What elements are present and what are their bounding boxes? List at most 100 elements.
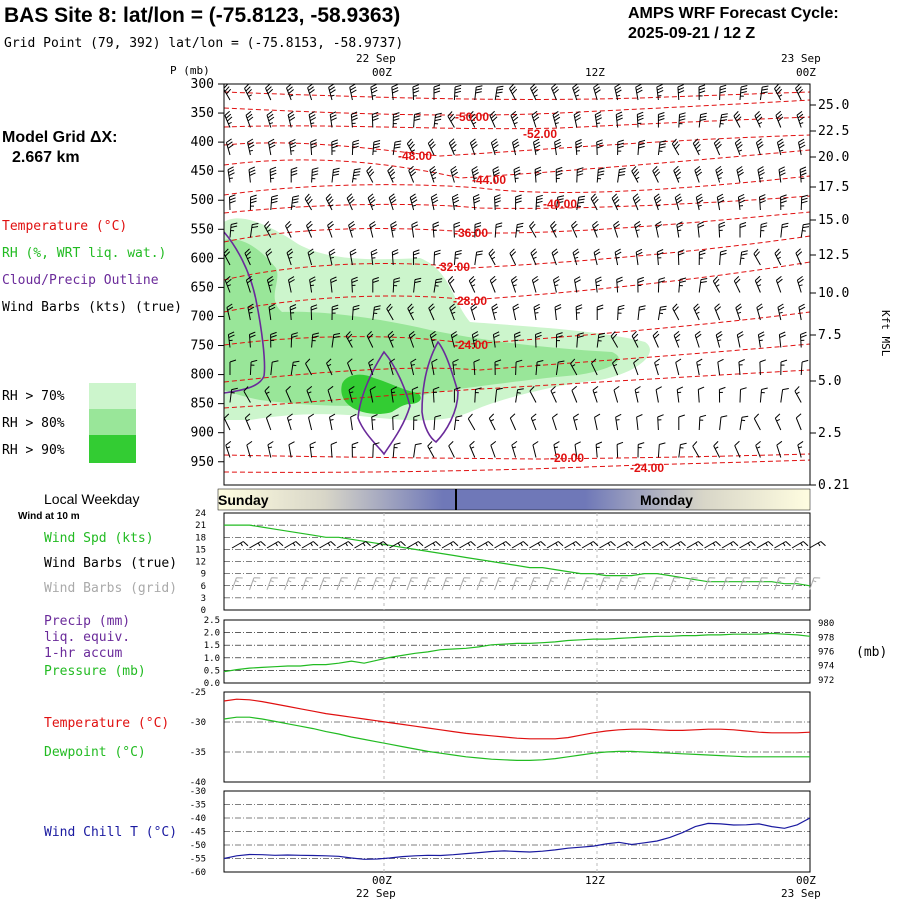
upper-wind-barb bbox=[512, 138, 520, 156]
surface-wind-barb-true bbox=[581, 541, 599, 549]
upper-wind-barb bbox=[739, 85, 748, 101]
wind-tick-label: 0 bbox=[201, 606, 206, 616]
legend-cloud-outline: Cloud/Precip Outline bbox=[2, 273, 159, 288]
upper-wind-barb bbox=[471, 331, 479, 348]
upper-wind-barb bbox=[780, 388, 789, 403]
pressure-tick-label: 974 bbox=[818, 662, 834, 672]
upper-wind-barb bbox=[572, 248, 580, 266]
upper-wind-barb bbox=[692, 138, 701, 156]
upper-wind-barb bbox=[596, 139, 604, 156]
upper-wind-barb bbox=[391, 84, 399, 101]
surface-wind-barbs bbox=[231, 541, 826, 591]
surface-wind-barb-true bbox=[511, 541, 529, 549]
isotherm-label: -32.00 bbox=[436, 260, 470, 274]
upper-wind-barb bbox=[555, 195, 565, 211]
upper-wind-barb bbox=[329, 111, 337, 128]
upper-wind-barb bbox=[387, 330, 395, 348]
upper-wind-barb bbox=[226, 303, 234, 321]
surface-wind-barb-grid bbox=[599, 577, 611, 591]
upper-wind-barb bbox=[657, 277, 666, 293]
upper-wind-barb bbox=[494, 359, 502, 376]
upper-wind-barb bbox=[290, 332, 298, 348]
pressure-tick-label: 300 bbox=[191, 77, 214, 92]
upper-wind-barb bbox=[678, 277, 687, 293]
upper-wind-barb bbox=[737, 193, 746, 211]
upper-wind-barb bbox=[631, 166, 640, 183]
surface-wind-barb-grid bbox=[634, 577, 646, 591]
upper-wind-barb bbox=[491, 303, 499, 321]
temperature-tick-label: -40 bbox=[190, 778, 206, 788]
upper-wind-barb bbox=[510, 111, 519, 128]
upper-wind-barb bbox=[494, 85, 504, 101]
upper-wind-barb bbox=[675, 358, 682, 376]
upper-wind-barb bbox=[572, 413, 579, 431]
upper-wind-barb bbox=[467, 413, 476, 431]
legend-rh: RH (%, WRT liq. wat.) bbox=[2, 246, 166, 261]
upper-wind-barb bbox=[390, 386, 398, 403]
height-tick-label: 17.5 bbox=[818, 180, 849, 195]
upper-wind-barb bbox=[409, 193, 418, 211]
upper-wind-barb bbox=[308, 111, 317, 128]
upper-wind-barb bbox=[331, 304, 339, 321]
upper-wind-barb bbox=[388, 193, 397, 211]
upper-wind-barb bbox=[694, 330, 702, 348]
upper-wind-barb bbox=[795, 84, 803, 101]
wind-tick-label: 18 bbox=[195, 533, 206, 543]
upper-wind-barb bbox=[285, 385, 292, 403]
bottom-hour-00z-left: 00Z bbox=[372, 874, 392, 887]
upper-wind-barb bbox=[695, 193, 704, 211]
upper-wind-barb bbox=[617, 304, 625, 321]
upper-wind-barb bbox=[515, 194, 522, 210]
upper-wind-barb bbox=[591, 358, 598, 376]
upper-wind-barb bbox=[780, 194, 787, 211]
upper-wind-barb bbox=[529, 221, 537, 238]
temperature-axis: -25 -30 -35 -40 bbox=[190, 688, 206, 788]
upper-wind-barb bbox=[634, 386, 641, 403]
upper-wind-barb bbox=[370, 84, 378, 101]
isotherm bbox=[224, 311, 810, 346]
upper-wind-barb bbox=[714, 303, 722, 321]
upper-wind-barb bbox=[249, 359, 258, 376]
windchill-panel: -30 -35 -40 -45 -50 -55 -60 bbox=[190, 787, 811, 878]
pressure-tick-label: 900 bbox=[191, 426, 214, 441]
surface-wind-barb-true bbox=[441, 541, 459, 549]
upper-wind-barb bbox=[224, 248, 231, 266]
upper-wind-barb bbox=[777, 303, 785, 321]
upper-wind-barb bbox=[652, 166, 661, 183]
upper-wind-barb bbox=[330, 276, 338, 293]
surface-wind-barb-grid bbox=[581, 577, 593, 591]
upper-wind-barb bbox=[430, 193, 439, 211]
upper-wind-barb bbox=[633, 358, 639, 376]
pressure-tick-label: 450 bbox=[191, 164, 214, 179]
precip-tick-label: 1.5 bbox=[204, 641, 220, 651]
upper-wind-barb bbox=[229, 194, 236, 211]
upper-wind-barb bbox=[796, 111, 805, 128]
bottom-hour-12z: 12Z bbox=[585, 874, 605, 887]
upper-wind-barb bbox=[798, 138, 806, 156]
pressure-tick-label: 350 bbox=[191, 106, 214, 121]
legend-1hr-accum: 1-hr accum bbox=[44, 646, 122, 661]
upper-wind-barb bbox=[452, 358, 459, 376]
upper-wind-barb bbox=[469, 138, 478, 156]
upper-wind-barb bbox=[248, 166, 256, 183]
wind-tick-label: 6 bbox=[201, 582, 206, 592]
isotherm bbox=[224, 195, 810, 214]
upper-wind-barb bbox=[490, 441, 497, 458]
pressure-tick-label: 972 bbox=[818, 676, 834, 686]
upper-wind-barb bbox=[348, 385, 355, 403]
upper-wind-barb bbox=[555, 166, 563, 183]
upper-wind-barb bbox=[392, 414, 399, 431]
pressure-tick-label: 750 bbox=[191, 339, 214, 354]
upper-wind-barb bbox=[712, 276, 721, 293]
upper-wind-barb bbox=[345, 331, 353, 348]
upper-wind-barb bbox=[330, 441, 338, 458]
upper-wind-barb bbox=[753, 248, 761, 266]
pressure-line bbox=[223, 632, 811, 673]
isotherm-label: -20.00 bbox=[550, 451, 584, 465]
upper-wind-barb bbox=[676, 386, 684, 403]
surface-wind-barb-true bbox=[546, 541, 564, 549]
upper-wind-barb bbox=[553, 441, 560, 458]
legend-rh90: RH > 90% bbox=[2, 443, 65, 458]
pressure-tick-label: 800 bbox=[191, 368, 214, 383]
upper-wind-barb bbox=[719, 249, 727, 266]
